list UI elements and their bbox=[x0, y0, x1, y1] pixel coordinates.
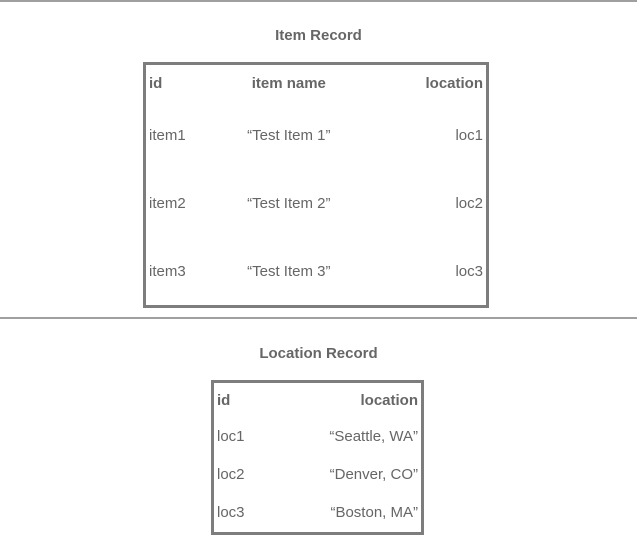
column-header-location: location bbox=[425, 74, 483, 92]
item-record-header-row: id item name location bbox=[146, 65, 486, 101]
top-divider bbox=[0, 0, 637, 2]
table-row: loc3 “Boston, MA” bbox=[214, 494, 421, 532]
location-record-table: id location loc1 “Seattle, WA” loc2 “Den… bbox=[211, 380, 424, 535]
cell-item-name: “Test Item 2” bbox=[247, 194, 331, 212]
cell-item-name: “Test Item 1” bbox=[247, 126, 331, 144]
cell-location: “Denver, CO” bbox=[329, 465, 418, 483]
cell-id: item2 bbox=[149, 194, 186, 212]
cell-item-name: “Test Item 3” bbox=[247, 262, 331, 280]
location-record-header-row: id location bbox=[214, 383, 421, 417]
cell-id: loc1 bbox=[217, 427, 245, 445]
cell-id: item1 bbox=[149, 126, 186, 144]
table-row: item2 “Test Item 2” loc2 bbox=[146, 169, 486, 237]
table-row: item1 “Test Item 1” loc1 bbox=[146, 101, 486, 169]
column-header-id: id bbox=[149, 74, 163, 92]
cell-location: “Seattle, WA” bbox=[329, 427, 418, 445]
table-row: loc2 “Denver, CO” bbox=[214, 455, 421, 493]
cell-id: item3 bbox=[149, 262, 186, 280]
cell-id: loc3 bbox=[217, 504, 245, 522]
cell-id: loc2 bbox=[217, 465, 245, 483]
cell-location: loc1 bbox=[455, 126, 483, 144]
column-header-item-name: item name bbox=[251, 74, 326, 92]
cell-location: loc3 bbox=[455, 262, 483, 280]
section-divider bbox=[0, 317, 637, 319]
table-row: loc1 “Seattle, WA” bbox=[214, 417, 421, 455]
table-row: item3 “Test Item 3” loc3 bbox=[146, 237, 486, 305]
cell-location: loc2 bbox=[455, 194, 483, 212]
column-header-location: location bbox=[360, 391, 418, 409]
item-record-title: Item Record bbox=[275, 27, 362, 44]
cell-location: “Boston, MA” bbox=[330, 504, 418, 522]
column-header-id: id bbox=[217, 391, 231, 409]
item-record-table: id item name location item1 “Test Item 1… bbox=[143, 62, 489, 308]
location-record-title: Location Record bbox=[259, 345, 378, 362]
